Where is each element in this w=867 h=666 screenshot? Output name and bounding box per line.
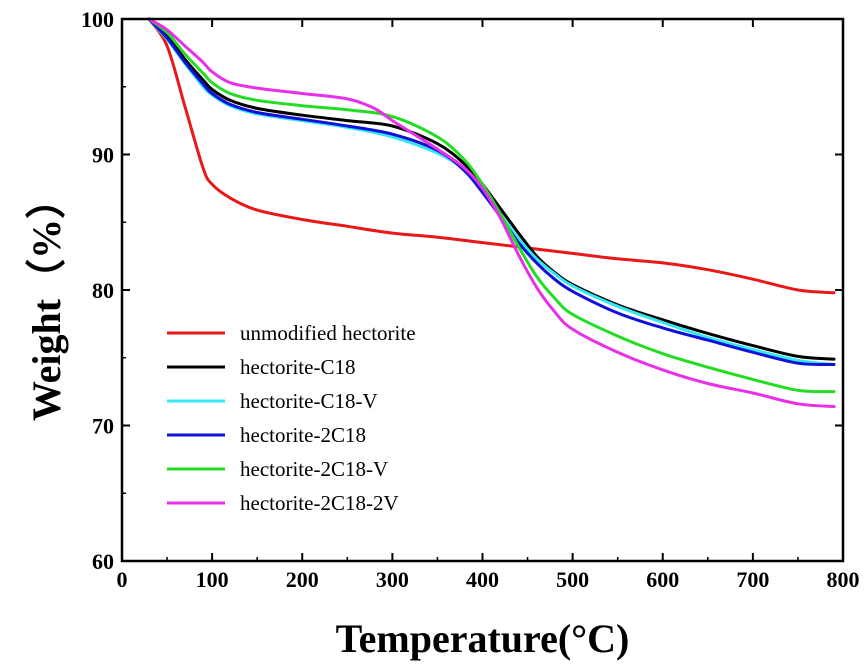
x-tick-label: 300 [376, 567, 409, 592]
y-tick-label: 70 [92, 414, 114, 439]
y-tick-label: 90 [92, 143, 114, 168]
y-tick-label: 60 [92, 549, 114, 574]
legend-label-5: hectorite-2C18-2V [240, 491, 399, 515]
series-line-4 [147, 17, 836, 394]
x-axis-title: Temperature(°C) [336, 616, 630, 661]
legend: unmodified hectorite hectorite-C18 hectori… [167, 321, 416, 515]
series-line-0 [147, 17, 836, 295]
y-tick-label: 100 [81, 7, 114, 32]
x-tick-label: 200 [286, 567, 319, 592]
legend-label-2: hectorite-C18-V [240, 389, 378, 413]
x-tick-label: 500 [556, 567, 589, 592]
series-lines [147, 17, 836, 408]
legend-label-3: hectorite-2C18 [240, 423, 366, 447]
x-tick-label: 600 [646, 567, 679, 592]
series-line-3 [147, 17, 836, 367]
x-tick-label: 700 [736, 567, 769, 592]
series-line-1 [147, 17, 836, 361]
legend-label-1: hectorite-C18 [240, 355, 355, 379]
legend-label-0: unmodified hectorite [240, 321, 416, 345]
x-tick-label: 100 [196, 567, 229, 592]
x-tick-label: 0 [117, 567, 128, 592]
series-line-5 [147, 17, 836, 408]
x-tick-label: 400 [466, 567, 499, 592]
axis-ticks [121, 18, 844, 562]
legend-label-4: hectorite-2C18-V [240, 457, 388, 481]
x-tick-label: 800 [827, 567, 860, 592]
axis-tick-labels: 0 100 200 300 400 500 600 700 800 60 70 80 90 100 [81, 7, 860, 592]
y-axis-title: Weight（%） [24, 179, 69, 421]
y-tick-label: 80 [92, 278, 114, 303]
series-line-2 [147, 17, 836, 366]
